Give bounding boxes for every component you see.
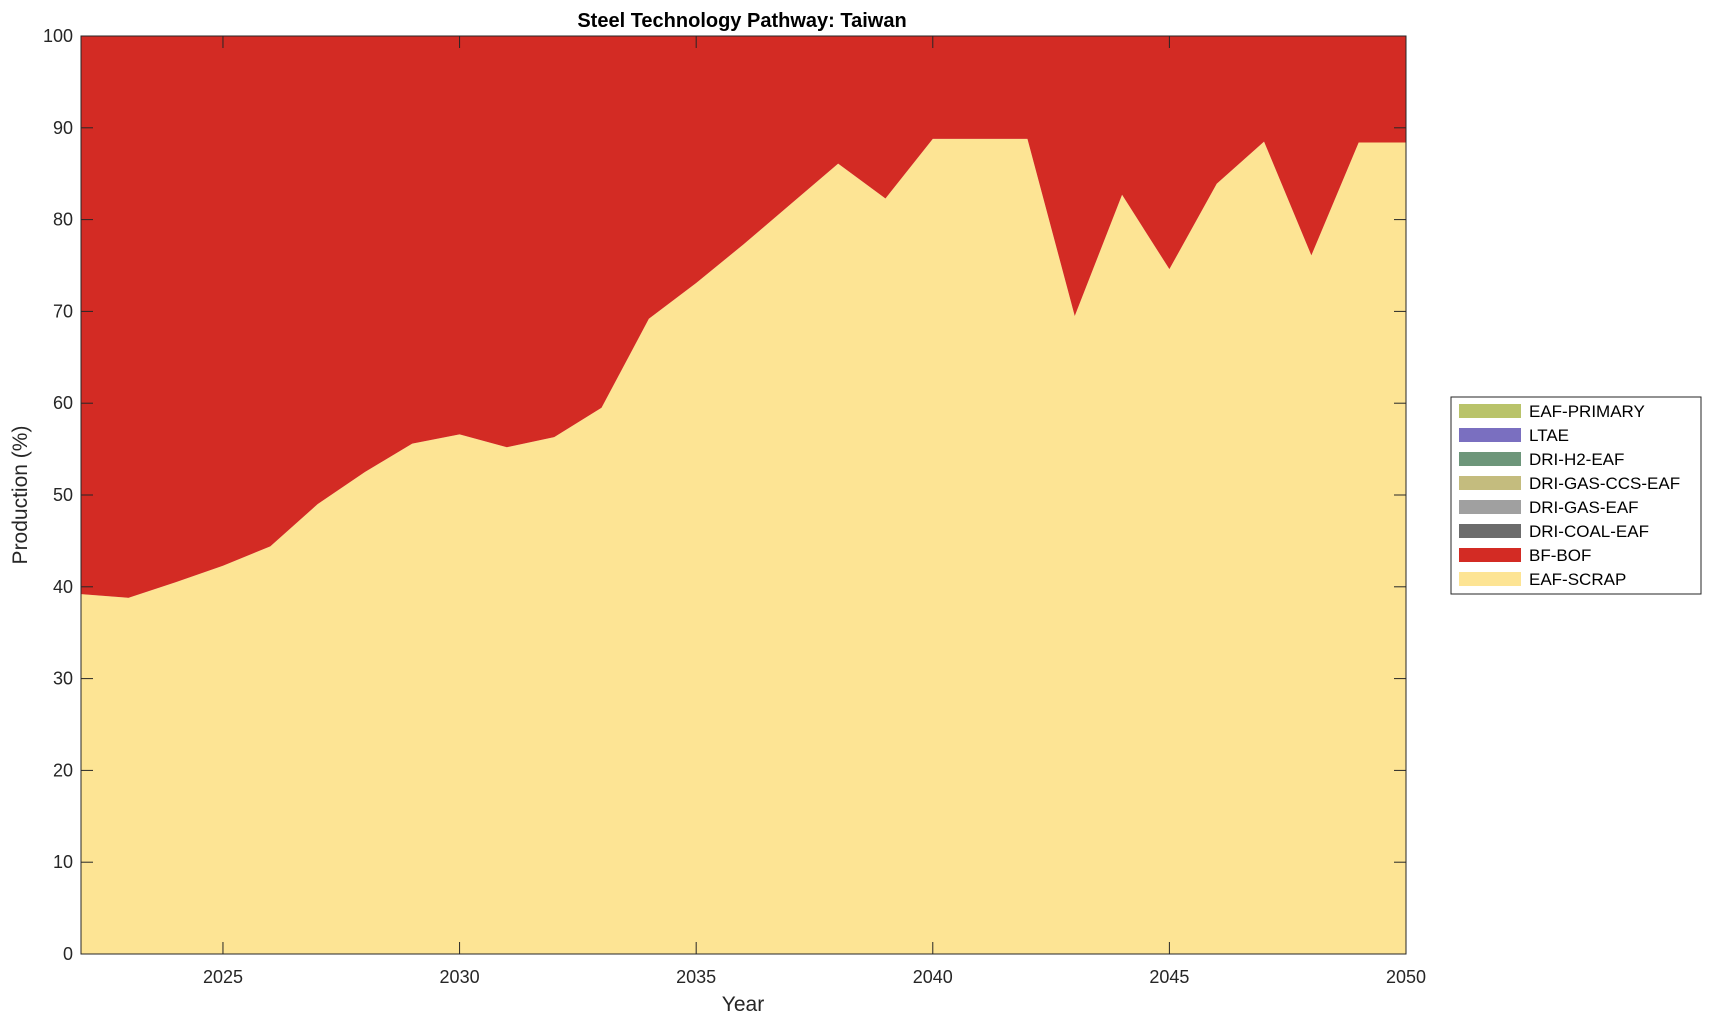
legend-swatch [1459,428,1521,442]
legend-swatch [1459,404,1521,418]
legend-item-ltae: LTAE [1459,426,1569,445]
legend-label: DRI-GAS-CCS-EAF [1529,474,1680,493]
legend-item-bf-bof: BF-BOF [1459,546,1591,565]
legend-item-eaf-scrap: EAF-SCRAP [1459,570,1626,589]
y-tick-label: 30 [53,669,73,689]
y-tick-label: 60 [53,393,73,413]
y-tick-label: 70 [53,301,73,321]
legend-label: EAF-PRIMARY [1529,402,1645,421]
legend-label: DRI-H2-EAF [1529,450,1624,469]
y-tick-label: 10 [53,852,73,872]
x-tick-label: 2050 [1386,967,1426,987]
legend-swatch [1459,452,1521,466]
legend-label: EAF-SCRAP [1529,570,1626,589]
x-tick-label: 2030 [440,967,480,987]
y-tick-label: 0 [63,944,73,964]
chart-title: Steel Technology Pathway: Taiwan [577,10,906,32]
legend-label: BF-BOF [1529,546,1591,565]
x-tick-label: 2040 [913,967,953,987]
area-eaf-scrap [81,138,1406,954]
legend-swatch [1459,572,1521,586]
y-axis: 0 10 20 30 40 50 60 70 80 90 100 [43,26,1406,964]
area-series-group [81,36,1406,954]
y-tick-label: 100 [43,26,73,46]
legend-swatch [1459,524,1521,538]
x-tick-label: 2025 [203,967,243,987]
legend-item-eaf-primary: EAF-PRIMARY [1459,402,1645,421]
y-tick-label: 90 [53,118,73,138]
legend-swatch [1459,500,1521,514]
legend-label: DRI-COAL-EAF [1529,522,1649,541]
y-tick-label: 20 [53,760,73,780]
legend-swatch [1459,476,1521,490]
area-bf-bof [81,36,1406,598]
legend-swatch [1459,548,1521,562]
y-tick-label: 50 [53,485,73,505]
legend-item-dri-coal-eaf: DRI-COAL-EAF [1459,522,1649,541]
legend-items: EAF-PRIMARY LTAE DRI-H2-EAF DRI-GAS-CCS-EAF… [1459,402,1680,589]
legend-label: LTAE [1529,426,1569,445]
x-tick-label: 2035 [676,967,716,987]
legend-item-dri-gas-ccs-eaf: DRI-GAS-CCS-EAF [1459,474,1680,493]
legend-label: DRI-GAS-EAF [1529,498,1639,517]
x-tick-label: 2045 [1149,967,1189,987]
y-tick-label: 80 [53,210,73,230]
x-axis-title: Year [722,993,764,1016]
legend-item-dri-h2-eaf: DRI-H2-EAF [1459,450,1624,469]
legend: EAF-PRIMARY LTAE DRI-H2-EAF DRI-GAS-CCS-EAF… [1450,396,1702,595]
x-axis: 2025 2030 2035 2040 2045 2050 [203,36,1426,987]
legend-item-dri-gas-eaf: DRI-GAS-EAF [1459,498,1639,517]
y-tick-label: 40 [53,577,73,597]
y-axis-title: Production (%) [9,426,32,565]
